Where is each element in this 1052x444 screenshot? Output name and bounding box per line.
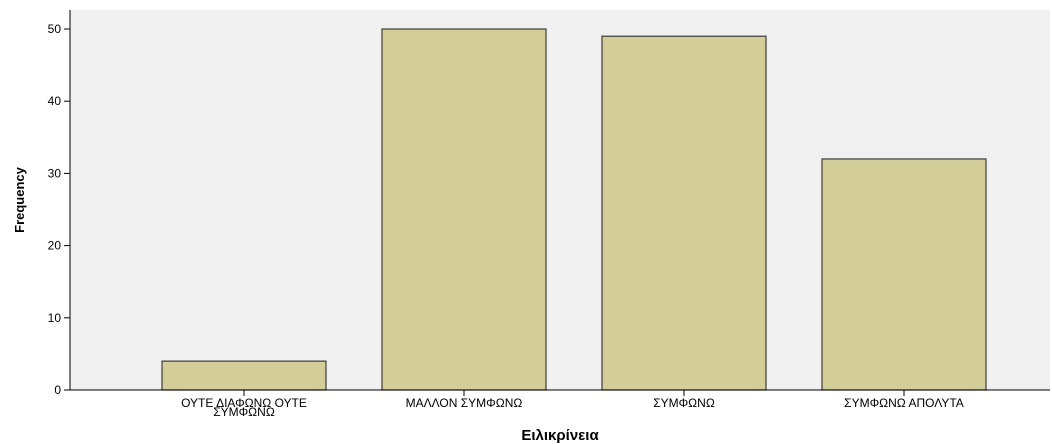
y-tick-label: 20 <box>48 239 62 253</box>
x-tick-label: ΟΥΤΕ ΔΙΑΦΩΝΩ ΟΥΤΕ <box>181 396 307 410</box>
bar <box>601 35 767 391</box>
x-tick-label: ΣΥΜΦΩΝΩ <box>213 405 275 419</box>
y-tick-label: 0 <box>54 383 61 397</box>
x-tick-label: ΣΥΜΦΩΝΩ ΑΠΟΛΥΤΑ <box>844 396 964 410</box>
y-tick-label: 40 <box>48 94 62 108</box>
bar <box>821 158 987 391</box>
y-ticks-group: 0 10 20 30 40 50 <box>48 22 70 397</box>
y-axis-title: Frequency <box>12 166 27 233</box>
bars-group <box>161 28 987 391</box>
bar <box>161 360 327 391</box>
x-tick-label: ΜΑΛΛΟΝ ΣΥΜΦΩΝΩ <box>406 396 523 410</box>
y-tick-label: 10 <box>48 311 62 325</box>
y-tick-label: 50 <box>48 22 62 36</box>
x-axis-title: Ειλικρίνεια <box>521 427 599 444</box>
bar <box>381 28 547 391</box>
x-tick-label: ΣΥΜΦΩΝΩ <box>653 396 715 410</box>
y-tick-label: 30 <box>48 166 62 180</box>
